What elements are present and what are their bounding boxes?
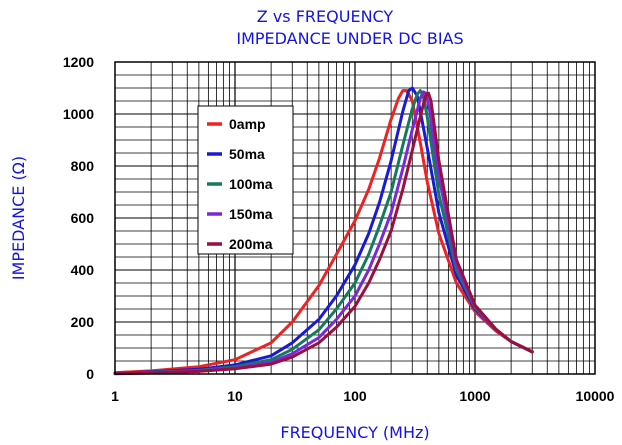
x-tick-label: 10 xyxy=(227,388,243,404)
plot-frame xyxy=(114,61,596,375)
y-tick-label: 200 xyxy=(71,314,95,330)
chart-title: Z vs FREQUENCY xyxy=(257,7,394,26)
legend-label-50ma: 50ma xyxy=(229,146,265,162)
series-line-50ma xyxy=(113,86,534,375)
series-line-0amp xyxy=(113,89,534,375)
y-tick-label: 800 xyxy=(71,158,95,174)
y-tick-label: 400 xyxy=(71,262,95,278)
y-tick-labels: 0 200 400 600 800 1000 1200 xyxy=(63,54,94,382)
y-tick-label: 600 xyxy=(71,210,95,226)
chart-subtitle: IMPEDANCE UNDER DC BIAS xyxy=(236,29,463,48)
x-tick-label: 10000 xyxy=(576,388,615,404)
x-axis-title: FREQUENCY (MHz) xyxy=(280,423,429,442)
legend-box xyxy=(197,105,294,255)
series-lines xyxy=(113,86,534,376)
y-tick-label: 1000 xyxy=(63,106,94,122)
legend-label-200ma: 200ma xyxy=(229,236,273,252)
series-line-200ma xyxy=(113,91,534,376)
y-tick-label: 1200 xyxy=(63,54,94,70)
series-line-150ma xyxy=(113,90,534,375)
legend-label-0amp: 0amp xyxy=(229,116,266,132)
x-tick-labels: 1 10 100 1000 10000 xyxy=(111,388,615,404)
y-tick-label: 0 xyxy=(86,366,94,382)
series-line-100ma xyxy=(113,89,534,375)
x-tick-label: 100 xyxy=(343,388,367,404)
legend-label-100ma: 100ma xyxy=(229,176,273,192)
x-tick-label: 1000 xyxy=(459,388,490,404)
y-axis-title: IMPEDANCE (Ω) xyxy=(9,156,28,280)
x-tick-label: 1 xyxy=(111,388,119,404)
legend: 0amp 50ma 100ma 150ma 200ma xyxy=(197,105,294,255)
legend-label-150ma: 150ma xyxy=(229,206,273,222)
